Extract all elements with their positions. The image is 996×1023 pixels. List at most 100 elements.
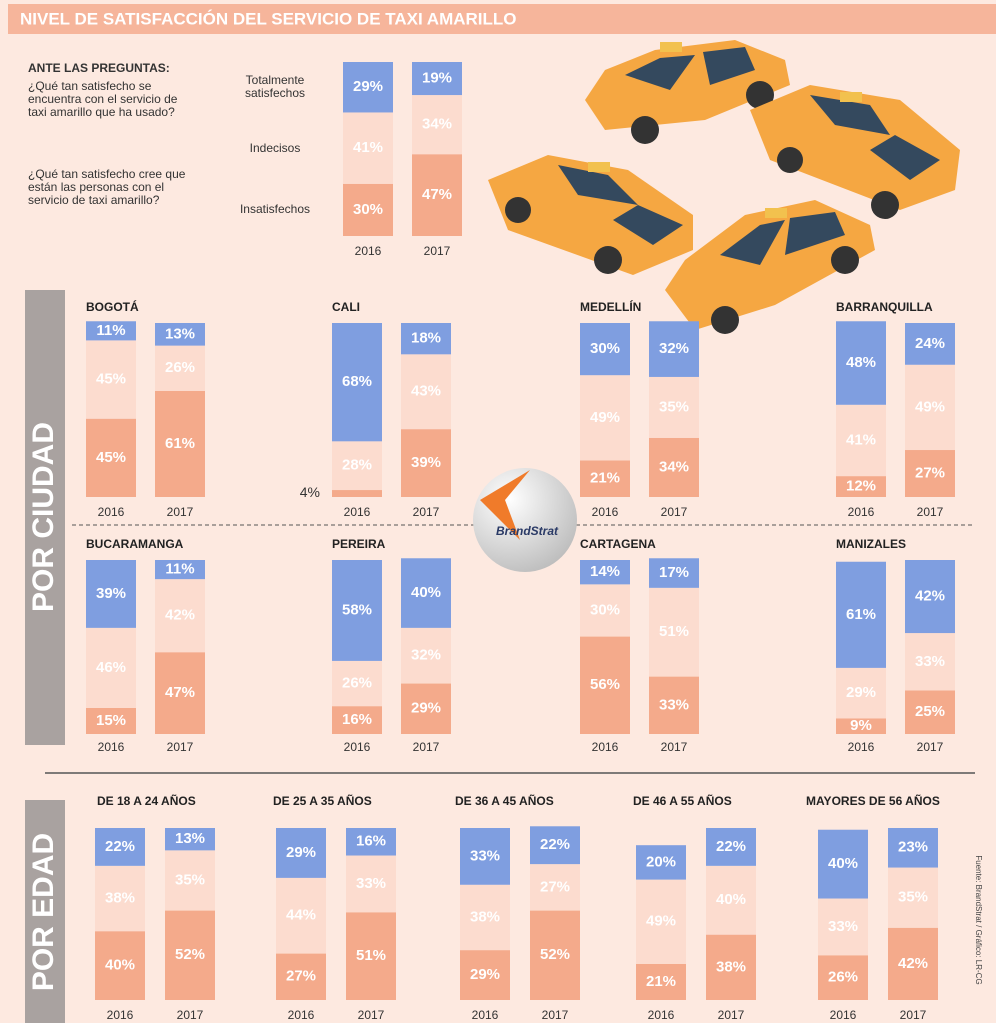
bar-segment [530,910,580,1000]
value-label: 61% [846,606,876,623]
bar-segment [836,321,886,405]
x-tick-label: 2016 [648,1008,675,1022]
value-label: 25% [915,703,945,720]
bar-segment [818,898,868,956]
value-label: 35% [175,871,205,888]
bar-segment [343,112,393,184]
x-tick-label: 2017 [167,505,194,519]
value-label: 29% [411,700,441,717]
chart-subtitle: MANIZALES [836,537,906,551]
value-label: 26% [828,969,858,986]
legend-label: Totalmente satisfechos [244,73,306,101]
bar-segment [412,62,462,96]
bar-segment [649,376,699,438]
x-tick-label: 2017 [661,505,688,519]
bar-segment [86,321,136,341]
x-tick-label: 2017 [167,740,194,754]
bar-segment [818,829,868,899]
chart-subtitle: PEREIRA [332,537,386,551]
chart-subtitle: DE 46 A 55 AÑOS [633,793,732,808]
value-label: 17% [659,564,689,581]
bar-segment [155,345,205,391]
bar-segment [580,584,630,637]
value-label: 21% [590,470,620,487]
chart-subtitle: CARTAGENA [580,537,656,551]
intro-heading: ANTE LAS PREGUNTAS: [28,61,170,75]
bar-segment [460,950,510,1000]
value-label: 52% [175,946,205,963]
bar-segment [649,676,699,734]
value-label: 38% [105,889,135,906]
title-bar [8,4,996,34]
value-label: 22% [716,838,746,855]
bar-segment [905,633,955,691]
bar-segment [460,884,510,951]
value-label: 47% [165,684,195,701]
bar-segment [649,321,699,377]
value-label: 11% [96,322,125,339]
value-label: 51% [356,947,386,964]
bar-segment [95,931,145,1000]
bar-segment [86,627,136,708]
x-tick-label: 2017 [917,505,944,519]
taxi-illustrations [488,40,960,334]
bar-segment [580,375,630,461]
value-label: 42% [915,588,945,605]
x-tick-label: 2016 [472,1008,499,1022]
x-tick-label: 2016 [848,505,875,519]
bar-segment [155,323,205,346]
bar-segment [165,910,215,1000]
x-tick-label: 2016 [355,244,382,258]
value-label: 33% [915,653,945,670]
value-label: 29% [286,844,316,861]
bar-segment [649,587,699,677]
value-label: 45% [96,449,126,466]
value-label: 35% [898,889,928,906]
value-label: 43% [411,383,441,400]
x-tick-label: 2016 [344,505,371,519]
bar-segment [86,560,136,628]
value-label: 28% [342,457,372,474]
value-label: 45% [96,371,126,388]
bar-segment [95,865,145,932]
bar-segment [905,450,955,497]
bar-segment [706,865,756,935]
x-tick-label: 2016 [592,505,619,519]
chart-subtitle: BARRANQUILLA [836,300,933,314]
value-label: 13% [165,325,195,342]
value-label: 61% [165,435,195,452]
value-label: 30% [590,601,620,618]
bar-segment [401,627,451,684]
bar-segment [905,364,955,451]
bar-segment [155,390,205,497]
value-label: 40% [716,891,746,908]
value-label: 24% [915,335,945,352]
bar-segment [276,877,326,954]
value-label: 33% [659,696,689,713]
bar-segment [836,404,886,477]
bar-segment [165,828,215,851]
chart-subtitle: MAYORES DE 56 AÑOS [806,793,940,808]
value-label: 38% [470,908,500,925]
bar-segment [706,934,756,1000]
bar-segment [636,963,686,1000]
value-label: 33% [828,918,858,935]
value-label: 49% [646,913,676,930]
x-tick-label: 2017 [900,1008,927,1022]
bar-segment [636,879,686,964]
x-tick-label: 2016 [848,740,875,754]
bar-segment [888,867,938,928]
x-tick-label: 2017 [542,1008,569,1022]
value-label: 34% [659,458,689,475]
value-label: 22% [105,838,135,855]
value-label: 34% [422,116,452,133]
value-label: 51% [659,623,689,640]
bar-segment [401,558,451,628]
bar-segment [401,683,451,734]
value-label: 35% [659,398,689,415]
value-label: 32% [659,340,689,357]
section-band [25,800,65,1023]
chart-subtitle: DE 36 A 45 AÑOS [455,793,554,808]
x-tick-label: 2017 [413,505,440,519]
chart-subtitle: BUCARAMANGA [86,537,184,551]
